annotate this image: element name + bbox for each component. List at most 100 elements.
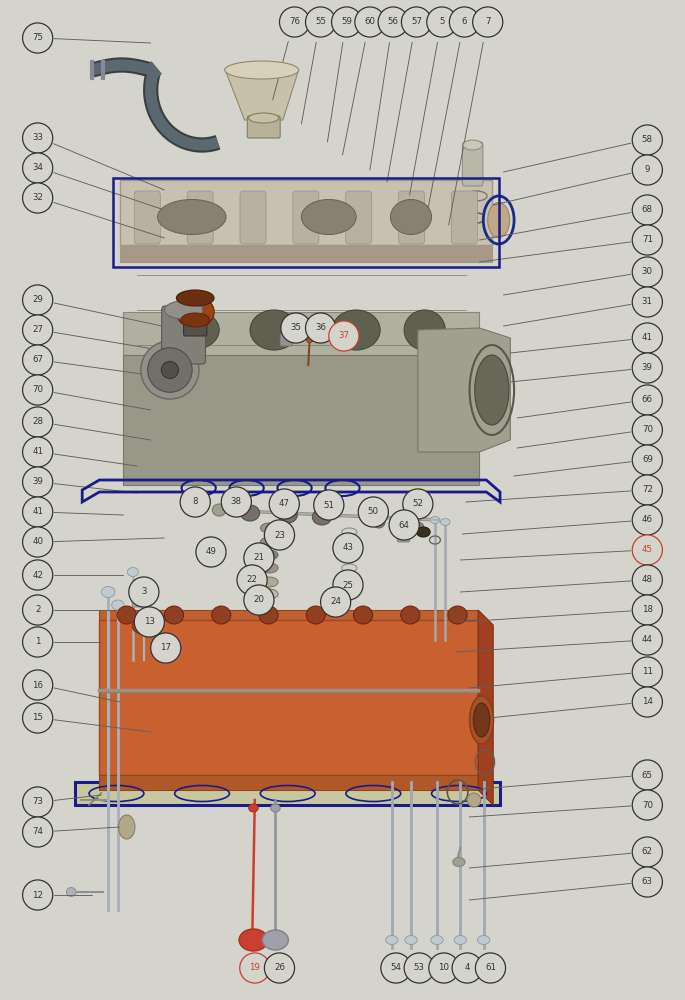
Polygon shape (478, 610, 493, 805)
Text: 73: 73 (32, 798, 43, 806)
Text: 50: 50 (368, 508, 379, 516)
Polygon shape (120, 180, 492, 245)
Text: 27: 27 (32, 326, 43, 334)
Ellipse shape (262, 930, 288, 950)
Ellipse shape (632, 225, 662, 255)
Text: 52: 52 (412, 499, 423, 508)
Text: 33: 33 (32, 133, 43, 142)
FancyBboxPatch shape (280, 334, 292, 346)
Ellipse shape (389, 510, 419, 540)
Ellipse shape (23, 467, 53, 497)
Ellipse shape (23, 315, 53, 345)
Text: 46: 46 (642, 516, 653, 524)
Ellipse shape (355, 7, 385, 37)
Ellipse shape (390, 200, 432, 234)
Text: 63: 63 (642, 878, 653, 886)
Text: 47: 47 (279, 499, 290, 508)
Ellipse shape (181, 313, 210, 327)
Ellipse shape (260, 523, 278, 533)
Ellipse shape (23, 23, 53, 53)
FancyBboxPatch shape (397, 516, 410, 542)
Ellipse shape (358, 497, 388, 527)
Ellipse shape (473, 703, 490, 737)
Text: 70: 70 (642, 800, 653, 810)
Ellipse shape (23, 285, 53, 315)
Ellipse shape (475, 953, 506, 983)
Ellipse shape (23, 407, 53, 437)
Ellipse shape (449, 7, 479, 37)
Ellipse shape (244, 585, 274, 615)
Ellipse shape (404, 953, 434, 983)
Ellipse shape (632, 353, 662, 383)
Text: 23: 23 (274, 530, 285, 540)
Ellipse shape (386, 936, 398, 944)
Ellipse shape (416, 527, 430, 537)
Ellipse shape (221, 487, 251, 517)
Ellipse shape (225, 61, 299, 79)
FancyBboxPatch shape (346, 191, 372, 244)
Text: 9: 9 (645, 165, 650, 174)
Ellipse shape (477, 936, 490, 944)
Ellipse shape (378, 7, 408, 37)
Ellipse shape (23, 595, 53, 625)
FancyBboxPatch shape (451, 191, 477, 244)
Ellipse shape (401, 606, 420, 624)
Ellipse shape (405, 936, 417, 944)
Ellipse shape (140, 341, 199, 399)
Text: 16: 16 (32, 680, 43, 690)
Text: 71: 71 (642, 235, 653, 244)
Text: 56: 56 (388, 17, 399, 26)
Text: 28: 28 (32, 418, 43, 426)
Text: 75: 75 (32, 33, 43, 42)
Text: 62: 62 (642, 848, 653, 856)
Ellipse shape (632, 595, 662, 625)
Text: 3: 3 (141, 587, 147, 596)
Polygon shape (99, 775, 478, 790)
Ellipse shape (23, 437, 53, 467)
Ellipse shape (264, 520, 295, 550)
Ellipse shape (259, 606, 278, 624)
Text: 60: 60 (364, 17, 375, 26)
Ellipse shape (23, 375, 53, 405)
Ellipse shape (23, 670, 53, 700)
Ellipse shape (101, 586, 115, 597)
Ellipse shape (23, 497, 53, 527)
Text: 4: 4 (464, 964, 470, 972)
Ellipse shape (132, 619, 147, 633)
Text: 55: 55 (315, 17, 326, 26)
FancyBboxPatch shape (132, 583, 145, 607)
Text: 15: 15 (32, 714, 43, 722)
Ellipse shape (448, 606, 467, 624)
Ellipse shape (249, 804, 258, 812)
Ellipse shape (301, 200, 356, 234)
Ellipse shape (632, 790, 662, 820)
Ellipse shape (632, 257, 662, 287)
Ellipse shape (632, 125, 662, 155)
Ellipse shape (381, 953, 411, 983)
Ellipse shape (467, 793, 481, 807)
Text: 39: 39 (32, 478, 43, 487)
Text: 70: 70 (642, 426, 653, 434)
Ellipse shape (412, 522, 424, 534)
Text: 40: 40 (32, 538, 43, 546)
Text: 57: 57 (411, 17, 422, 26)
Text: 51: 51 (323, 500, 334, 510)
Ellipse shape (353, 606, 373, 624)
Ellipse shape (23, 153, 53, 183)
Ellipse shape (260, 550, 278, 560)
Ellipse shape (244, 543, 274, 573)
Ellipse shape (454, 936, 466, 944)
Ellipse shape (164, 301, 203, 319)
Text: 76: 76 (289, 17, 300, 26)
Text: 61: 61 (485, 964, 496, 972)
Ellipse shape (23, 787, 53, 817)
Text: 17: 17 (160, 644, 171, 652)
Text: 58: 58 (642, 135, 653, 144)
Polygon shape (120, 245, 492, 262)
Ellipse shape (260, 589, 278, 599)
Ellipse shape (401, 7, 432, 37)
Ellipse shape (306, 338, 313, 342)
Ellipse shape (239, 929, 268, 951)
Ellipse shape (269, 489, 299, 519)
Ellipse shape (23, 183, 53, 213)
